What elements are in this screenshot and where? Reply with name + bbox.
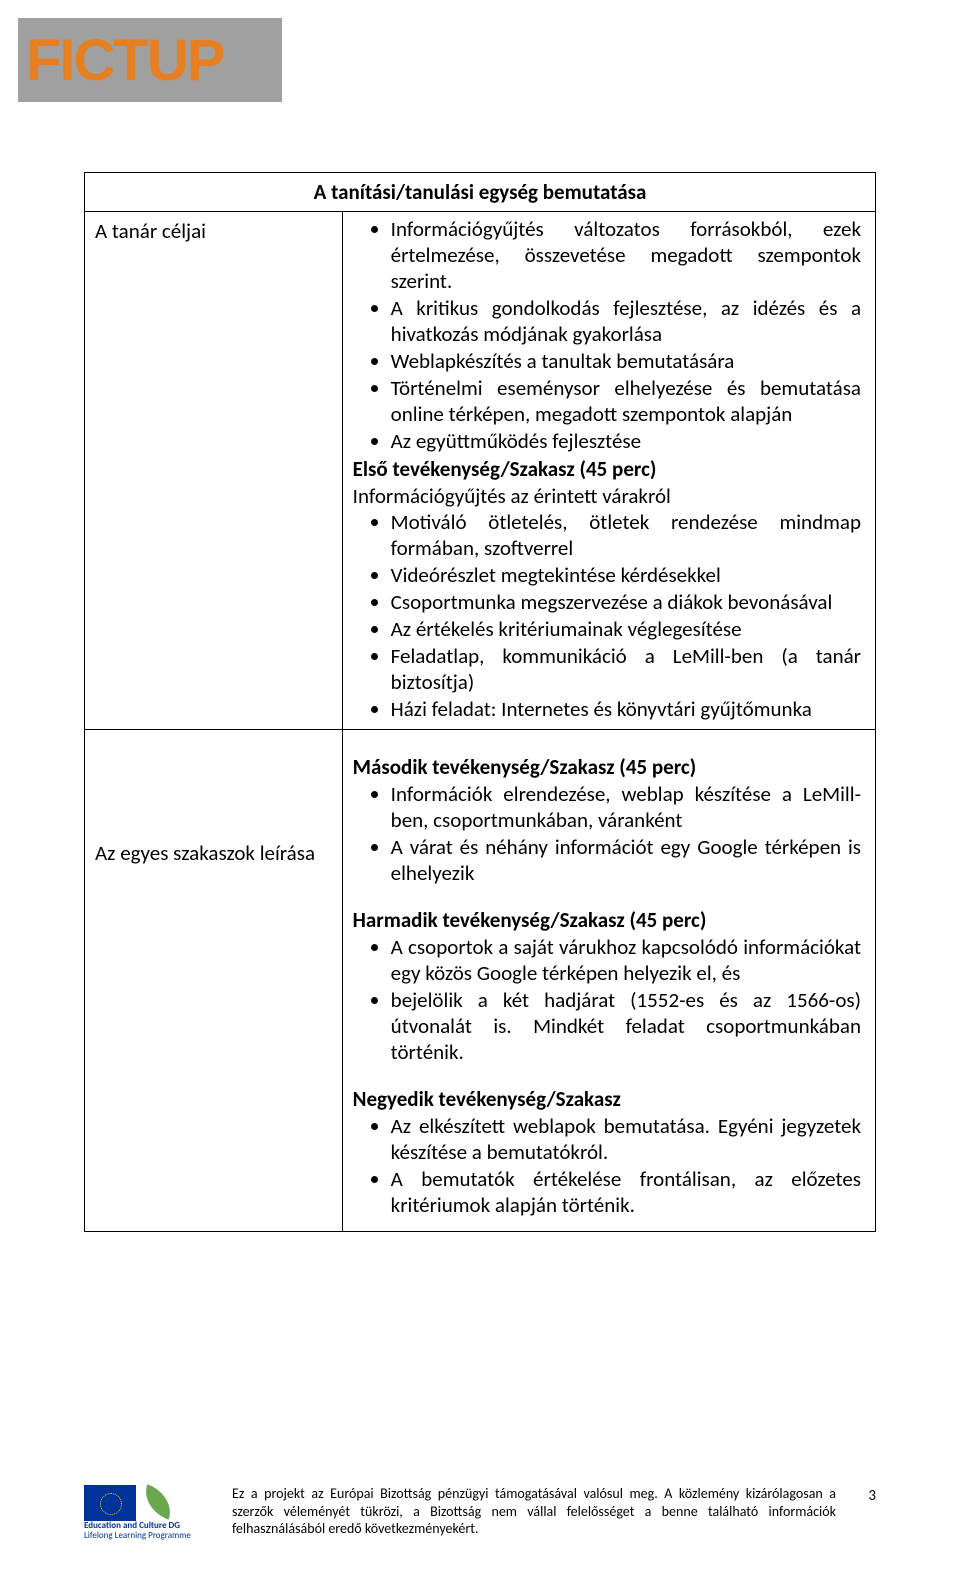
list-item: Az értékelés kritériumainak véglegesítés… <box>391 616 865 642</box>
page-footer: Education and Culture DG Lifelong Learni… <box>84 1485 876 1543</box>
list-item: A várat és néhány információt egy Google… <box>391 834 865 886</box>
edu-label-2: Lifelong Learning Programme <box>84 1531 216 1541</box>
eu-programme-logo: Education and Culture DG Lifelong Learni… <box>84 1485 216 1543</box>
list-item: Feladatlap, kommunikáció a LeMill-ben (a… <box>391 643 865 695</box>
list-item: A kritikus gondolkodás fejlesztése, az i… <box>391 295 865 347</box>
content-table: A tanítási/tanulási egység bemutatása A … <box>84 172 876 1232</box>
row-content-goals: Információgyűjtés változatos forrásokból… <box>342 212 875 730</box>
list-item: Információgyűjtés változatos forrásokból… <box>391 216 865 294</box>
row-label-phases: Az egyes szakaszok leírása <box>85 730 343 1232</box>
list-item: Az elkészített weblapok bemutatása. Egyé… <box>391 1113 865 1165</box>
section-title-2: Második tevékenység/Szakasz (45 perc) <box>353 754 865 780</box>
section-1-list: Motiváló ötletelés, ötletek rendezése mi… <box>353 509 865 722</box>
section-subtitle-1: Információgyűjtés az érintett várakról <box>353 483 865 509</box>
list-item: Az együttműködés fejlesztése <box>391 428 865 454</box>
list-item: bejelölik a két hadjárat (1552-es és az … <box>391 987 865 1065</box>
list-item: A csoportok a saját várukhoz kapcsolódó … <box>391 934 865 986</box>
row-label-goals: A tanár céljai <box>85 212 343 730</box>
page-number: 3 <box>852 1485 876 1505</box>
row-content-phases: Második tevékenység/Szakasz (45 perc) In… <box>342 730 875 1232</box>
fictup-logo: FICTUP <box>18 18 282 102</box>
leaf-icon <box>136 1485 188 1521</box>
eu-flag-icon <box>84 1485 136 1521</box>
list-item: A bemutatók értékelése frontálisan, az e… <box>391 1166 865 1218</box>
list-item: Történelmi eseménysor elhelyezése és bem… <box>391 375 865 427</box>
section-title-1: Első tevékenység/Szakasz (45 perc) <box>353 456 865 482</box>
footer-disclaimer: Ez a projekt az Európai Bizottság pénzüg… <box>232 1485 836 1538</box>
goals-list: Információgyűjtés változatos forrásokból… <box>353 216 865 454</box>
list-item: Csoportmunka megszervezése a diákok bevo… <box>391 589 865 615</box>
list-item: Motiváló ötletelés, ötletek rendezése mi… <box>391 509 865 561</box>
section-title-3: Harmadik tevékenység/Szakasz (45 perc) <box>353 907 865 933</box>
table-header: A tanítási/tanulási egység bemutatása <box>85 173 876 212</box>
list-item: Információk elrendezése, weblap készítés… <box>391 781 865 833</box>
list-item: Házi feladat: Internetes és könyvtári gy… <box>391 696 865 722</box>
section-3-list: A csoportok a saját várukhoz kapcsolódó … <box>353 934 865 1065</box>
section-4-list: Az elkészített weblapok bemutatása. Egyé… <box>353 1113 865 1218</box>
section-2-list: Információk elrendezése, weblap készítés… <box>353 781 865 886</box>
logo-text: FICTUP <box>26 27 223 94</box>
list-item: Weblapkészítés a tanultak bemutatására <box>391 348 865 374</box>
section-title-4: Negyedik tevékenység/Szakasz <box>353 1086 865 1112</box>
list-item: Videórészlet megtekintése kérdésekkel <box>391 562 865 588</box>
